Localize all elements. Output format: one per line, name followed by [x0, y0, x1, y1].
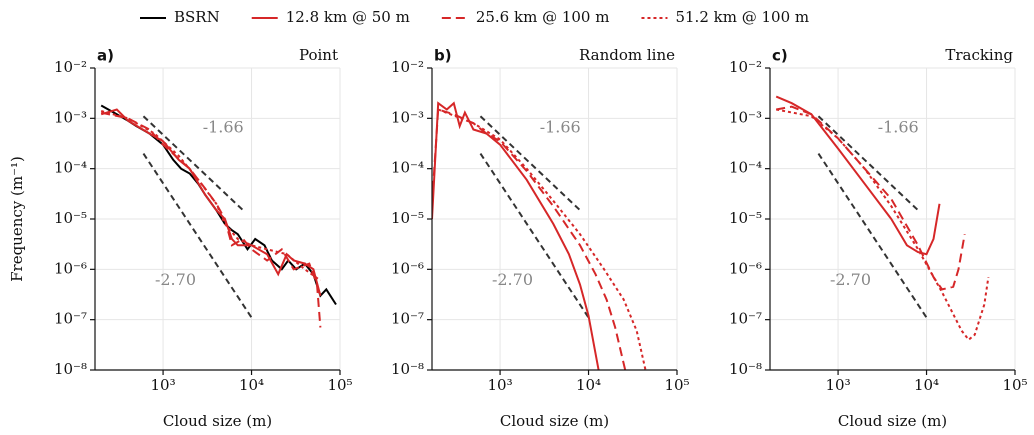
legend-label: 51.2 km @ 100 m — [675, 8, 809, 26]
y-tick-label: 10⁻⁴ — [729, 159, 762, 177]
x-tick-label: 10⁵ — [1002, 376, 1027, 394]
reference-label: -2.70 — [830, 270, 871, 289]
y-tick-label: 10⁻⁶ — [54, 259, 87, 277]
x-tick-label: 10³ — [488, 376, 513, 394]
y-tick-label: 10⁻⁸ — [729, 360, 762, 378]
series-line — [100, 111, 322, 328]
series-line — [776, 105, 966, 291]
y-tick-label: 10⁻⁴ — [54, 159, 87, 177]
x-axis-label: Cloud size (m) — [163, 412, 272, 430]
panel-title: Random line — [579, 46, 675, 64]
y-tick-label: 10⁻⁷ — [391, 310, 424, 328]
y-tick-label: 10⁻³ — [54, 108, 87, 126]
series-line — [437, 108, 647, 371]
series-line — [432, 108, 627, 371]
y-tick-label: 10⁻⁷ — [729, 310, 762, 328]
x-tick-label: 10³ — [151, 376, 176, 394]
panel-letter: c) — [772, 47, 788, 65]
plot-lines — [100, 104, 337, 328]
reference-line — [479, 152, 590, 319]
y-tick-label: 10⁻⁸ — [391, 360, 424, 378]
plot-lines — [775, 95, 990, 342]
series-line — [100, 110, 321, 282]
legend-label: BSRN — [174, 8, 220, 26]
x-tick-label: 10³ — [826, 376, 851, 394]
reference-label: -2.70 — [155, 270, 196, 289]
y-tick-label: 10⁻⁵ — [729, 209, 762, 227]
series-line — [775, 95, 941, 256]
reference-line — [142, 115, 244, 211]
y-tick-label: 10⁻⁷ — [54, 310, 87, 328]
reference-label: -2.70 — [492, 270, 533, 289]
reference-line — [817, 115, 919, 211]
y-tick-label: 10⁻⁵ — [54, 209, 87, 227]
x-axis-label: Cloud size (m) — [500, 412, 609, 430]
panel-letter: a) — [97, 47, 114, 65]
y-tick-label: 10⁻⁴ — [391, 159, 424, 177]
plot-lines — [432, 101, 647, 371]
reference-label: -1.66 — [878, 118, 919, 137]
y-tick-label: 10⁻³ — [391, 108, 424, 126]
x-tick-label: 10⁴ — [239, 376, 264, 394]
y-tick-label: 10⁻³ — [729, 108, 762, 126]
x-tick-label: 10⁴ — [914, 376, 939, 394]
y-tick-label: 10⁻⁸ — [54, 360, 87, 378]
y-tick-label: 10⁻² — [729, 58, 762, 76]
x-tick-label: 10⁵ — [327, 376, 352, 394]
reference-label: -1.66 — [540, 118, 581, 137]
series-line — [776, 108, 990, 342]
panel-letter: b) — [434, 47, 452, 65]
reference-label: -1.66 — [203, 118, 244, 137]
y-tick-label: 10⁻² — [391, 58, 424, 76]
y-tick-label: 10⁻⁶ — [391, 259, 424, 277]
series-line — [100, 108, 322, 296]
legend-label: 25.6 km @ 100 m — [476, 8, 610, 26]
panel-title: Tracking — [945, 46, 1013, 64]
reference-line — [817, 152, 928, 319]
x-tick-label: 10⁴ — [576, 376, 601, 394]
panel-title: Point — [299, 46, 338, 64]
reference-line — [479, 115, 581, 211]
y-tick-label: 10⁻⁵ — [391, 209, 424, 227]
legend-label: 12.8 km @ 50 m — [286, 8, 410, 26]
reference-line — [142, 152, 253, 319]
x-axis-label: Cloud size (m) — [838, 412, 947, 430]
y-tick-label: 10⁻² — [54, 58, 87, 76]
y-tick-label: 10⁻⁶ — [729, 259, 762, 277]
y-axis-label: Frequency (m⁻¹) — [8, 156, 26, 282]
x-tick-label: 10⁵ — [664, 376, 689, 394]
